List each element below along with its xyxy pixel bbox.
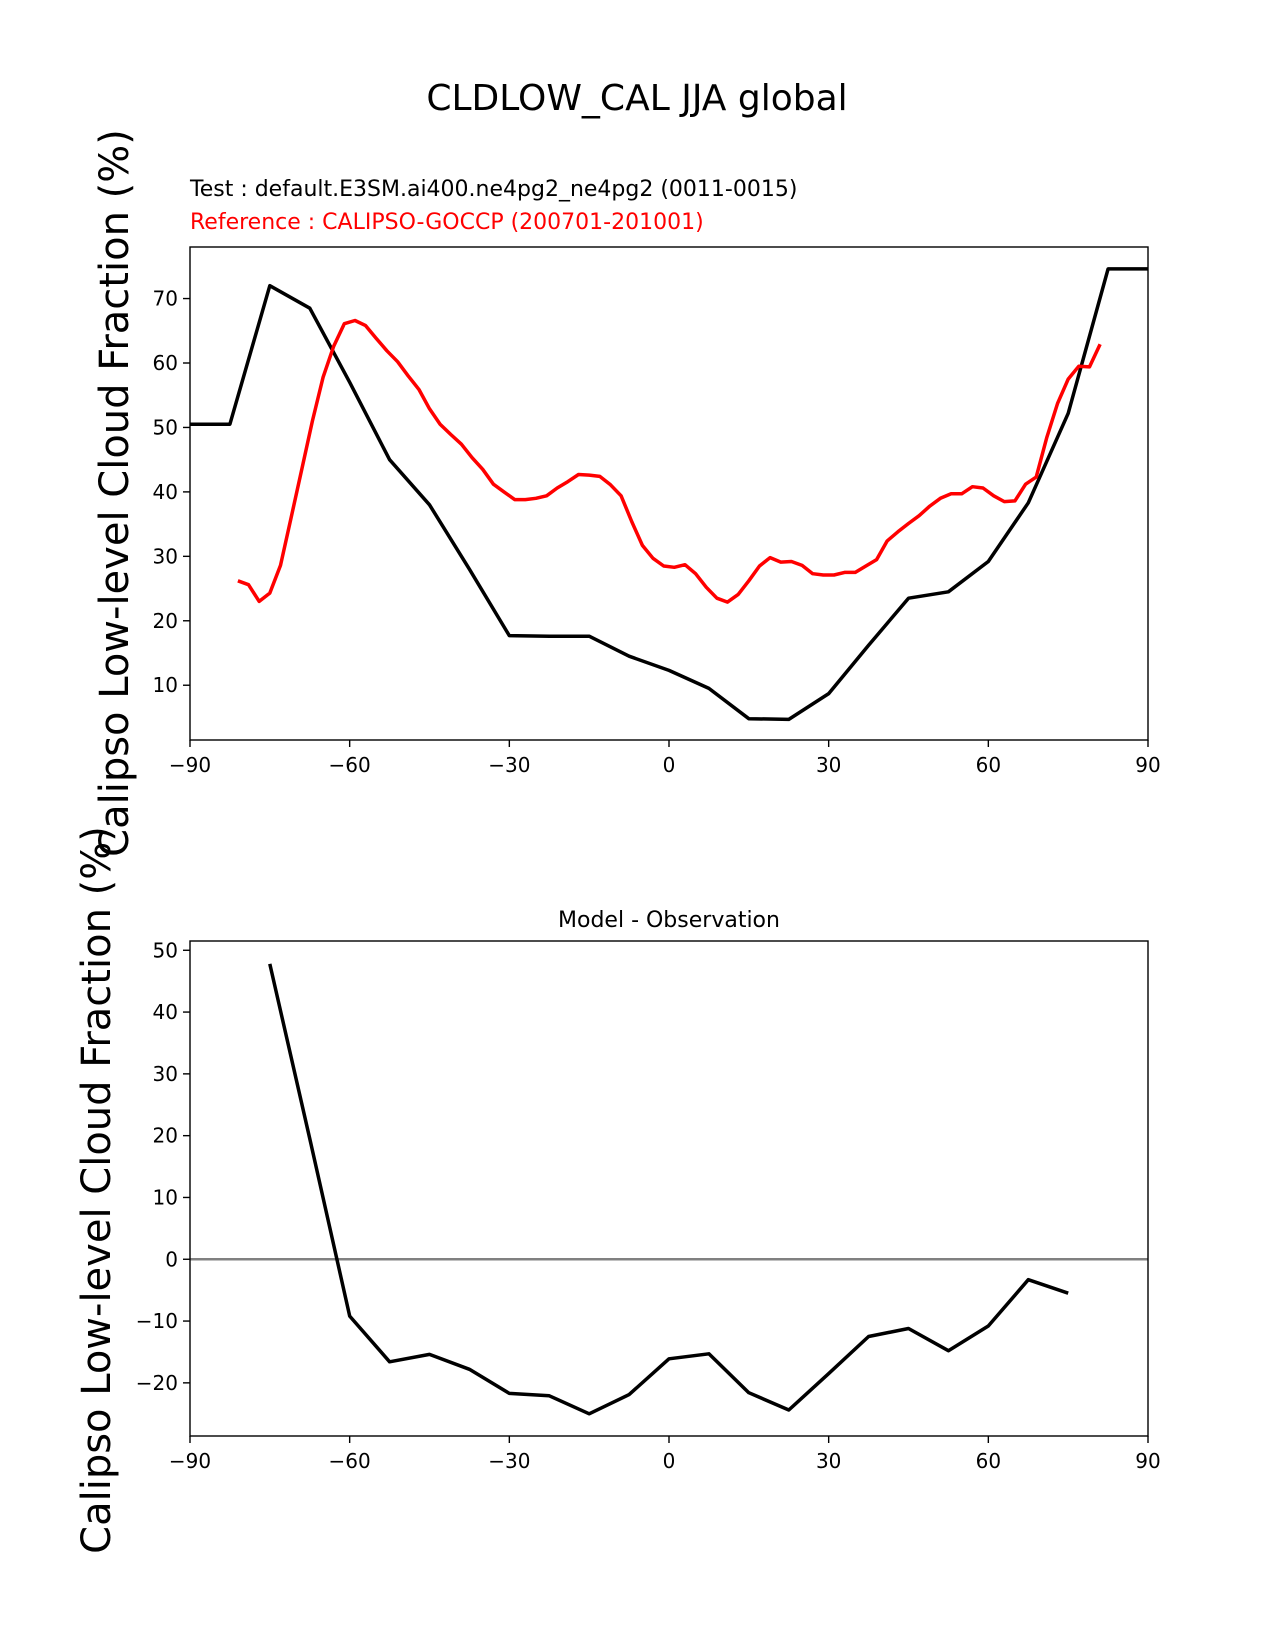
top-x-tick-label: 30: [816, 753, 841, 777]
top-y-tick-label: 50: [153, 415, 178, 439]
top-y-tick-label: 30: [153, 544, 178, 568]
top-y-tick-label: 60: [153, 351, 178, 375]
bottom-x-tick-label: −30: [488, 1449, 530, 1473]
difference-title: Model - Observation: [558, 908, 780, 933]
bottom-y-ticks: −20 −10 0 10 20 30 40 50: [136, 938, 190, 1395]
top-y-tick-label: 40: [153, 480, 178, 504]
bottom-plot-frame: [189, 940, 1149, 1437]
top-series-group: [190, 267, 1148, 722]
top-x-tick-label: −60: [329, 753, 371, 777]
reference-label: Reference : CALIPSO-GOCCP (200701-201001…: [190, 210, 704, 235]
bottom-panel: Model - Observation −90 −60 −30 0 30 60 90 −20…: [74, 826, 1161, 1554]
top-y-tick-label: 10: [153, 673, 178, 697]
bottom-y-tick-label: −10: [136, 1309, 178, 1333]
bottom-y-axis-label: Calipso Low-level Cloud Fraction (%): [74, 826, 120, 1554]
bottom-y-tick-label: 20: [153, 1124, 178, 1148]
top-series-line-0: [190, 267, 1148, 722]
bottom-x-tick-label: 0: [663, 1449, 676, 1473]
bottom-y-tick-label: 0: [165, 1247, 178, 1271]
test-label: Test : default.E3SM.ai400.ne4pg2_ne4pg2 …: [189, 177, 797, 202]
bottom-x-tick-label: 60: [976, 1449, 1001, 1473]
top-series-line-1: [237, 318, 1102, 604]
bottom-x-tick-label: −60: [329, 1449, 371, 1473]
top-x-tick-label: 0: [663, 753, 676, 777]
figure-title: CLDLOW_CAL JJA global: [426, 78, 847, 119]
top-x-ticks: −90 −60 −30 0 30 60 90: [169, 740, 1161, 777]
top-plot-frame: [189, 246, 1149, 741]
top-y-tick-label: 70: [153, 287, 178, 311]
bottom-series-line-0: [268, 963, 1069, 1416]
bottom-x-ticks: −90 −60 −30 0 30 60 90: [169, 1436, 1161, 1473]
bottom-y-tick-label: −20: [136, 1371, 178, 1395]
bottom-x-tick-label: −90: [169, 1449, 211, 1473]
top-x-tick-label: −90: [169, 753, 211, 777]
bottom-y-tick-label: 30: [153, 1062, 178, 1086]
top-x-tick-label: −30: [488, 753, 530, 777]
bottom-x-tick-label: 30: [816, 1449, 841, 1473]
top-x-tick-label: 60: [976, 753, 1001, 777]
top-x-tick-label: 90: [1135, 753, 1160, 777]
bottom-y-tick-label: 10: [153, 1185, 178, 1209]
top-panel: Test : default.E3SM.ai400.ne4pg2_ne4pg2 …: [92, 129, 1161, 857]
bottom-series-group: [268, 963, 1069, 1416]
bottom-y-tick-label: 50: [153, 938, 178, 962]
top-y-ticks: 10 20 30 40 50 60 70: [153, 287, 190, 697]
bottom-y-tick-label: 40: [153, 1000, 178, 1024]
top-y-tick-label: 20: [153, 609, 178, 633]
top-y-axis-label: Calipso Low-level Cloud Fraction (%): [92, 129, 138, 857]
bottom-x-tick-label: 90: [1135, 1449, 1160, 1473]
